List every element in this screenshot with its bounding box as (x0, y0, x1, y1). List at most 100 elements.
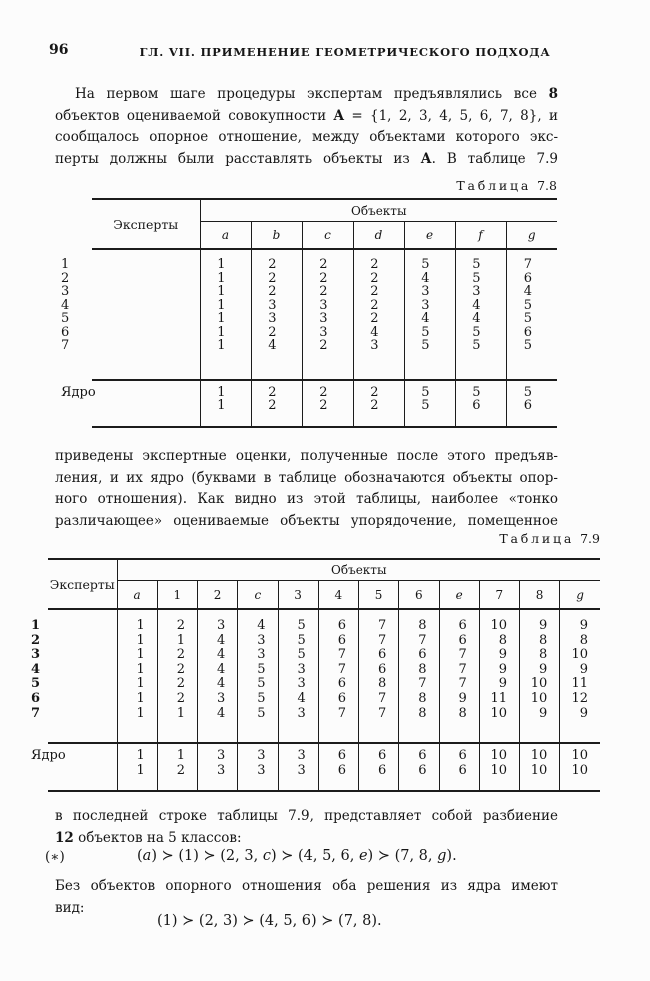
running-head: ГЛ. VII. ПРИМЕНЕНИЕ ГЕОМЕТРИЧЕСКОГО ПОДХ… (139, 45, 551, 59)
bold-segment: 8 (548, 86, 558, 102)
cell: 10 (518, 763, 560, 792)
row-label: 6 (61, 324, 70, 340)
row-label: 6 (31, 690, 41, 706)
cell: 1 (199, 339, 251, 380)
cell: 3 (301, 298, 353, 312)
cell: 2 (156, 763, 198, 792)
cell: 2 (156, 609, 198, 634)
column-header-5: 5 (357, 580, 399, 609)
cell: 7 (398, 633, 439, 649)
cell: 10 (518, 691, 560, 707)
cell: 2 (156, 662, 198, 678)
cell: 6 (398, 648, 439, 663)
text-line: 12 объектов на 5 классов: (55, 828, 558, 850)
cell: 6 (398, 743, 439, 764)
cell: 4 (403, 271, 455, 285)
objects-header: Объекты (199, 199, 557, 222)
cell: 8 (398, 706, 439, 744)
cell: 9 (478, 648, 520, 663)
column-header-7: 7 (478, 580, 520, 609)
experts-header: Эксперты (113, 216, 179, 232)
experts-header: Эксперты (49, 576, 115, 592)
cell: 1 (156, 633, 198, 649)
row-label: 3 (61, 284, 70, 299)
cell: 4 (403, 312, 455, 326)
cell: 3 (301, 312, 353, 326)
cell: 7 (317, 648, 359, 663)
cell: 6 (505, 325, 557, 339)
column-header-a: a (116, 580, 158, 609)
cell: 9 (559, 609, 600, 634)
cell: 5 (505, 379, 557, 399)
table-row: Ядро 1 1 3 3 3 6 6 6 6 10 10 10 (31, 743, 600, 764)
column-header-2: 2 (196, 580, 238, 609)
cell: 6 (438, 633, 480, 649)
cell: 5 (454, 271, 506, 285)
cell: 4 (196, 677, 238, 692)
cell: 6 (438, 743, 480, 764)
cell: 2 (352, 399, 404, 427)
cell: 4 (277, 691, 319, 707)
text-line: приведены экспертные оценки, полученные … (55, 446, 558, 468)
caption-number: 7.8 (537, 178, 557, 193)
cell: 10 (478, 763, 520, 792)
column-header-6: 6 (398, 580, 439, 609)
cell: 11 (478, 691, 520, 707)
caption-word: Таблица (456, 178, 532, 193)
equation-1: (a) ≻ (1) ≻ (2, 3, c) ≻ (4, 5, 6, e) ≻ (… (137, 848, 457, 864)
cell: 5 (454, 379, 506, 399)
table-7-9-body: 1 1 2 3 4 5 6 7 8 6 10 9 9 2 1 1 4 3 5 6 7 7 6 8 8 8 3 1 2 4 3 5 7 6 6 7 9 8 1… (31, 609, 600, 744)
text-segment: перты должны были расставлять объекты из (55, 150, 421, 167)
text-segment: . В таблице 7.9 (431, 150, 558, 167)
cell: 8 (438, 706, 480, 744)
cell: 6 (317, 763, 359, 792)
cell: 1 (199, 285, 251, 299)
cell: 4 (454, 312, 506, 326)
text-line: ления, и их ядро (буквами в таблице обоз… (55, 468, 558, 490)
text-line: в последней строке таблицы 7.9, представ… (55, 806, 558, 828)
cell: 10 (559, 743, 600, 764)
cell: 1 (199, 249, 251, 272)
cell: 5 (277, 633, 319, 649)
text-segment: ( (137, 848, 143, 864)
italic-segment: a (142, 848, 152, 864)
cell: 3 (196, 743, 238, 764)
row-label: 2 (61, 270, 70, 286)
cell: 2 (156, 648, 198, 663)
cell: 2 (156, 677, 198, 692)
column-header-1: 1 (156, 580, 198, 609)
cell: 6 (438, 609, 480, 634)
cell: 4 (250, 339, 302, 380)
row-label: 5 (31, 676, 41, 692)
text-line: объектов оцениваемой совокупности A = {1… (55, 106, 558, 128)
cell: 6 (357, 648, 399, 663)
text-line: различающее» оцениваемые объекты упорядо… (55, 511, 558, 533)
column-header-8: 8 (518, 580, 560, 609)
cell: 2 (352, 312, 404, 326)
text-segment: = {1, 2, 3, 4, 5, 6, 7, 8}, и (344, 107, 558, 124)
cell: 2 (301, 379, 353, 399)
cell: 1 (116, 633, 158, 649)
text-segment: ) ≻ (1) ≻ (2, 3, (151, 848, 263, 864)
text-segment: ления, и их ядро (буквами в таблице обоз… (55, 469, 558, 486)
text-segment: На первом шаге процедуры экспертам предъ… (75, 86, 549, 102)
cell: 3 (196, 609, 238, 634)
cell: 8 (357, 677, 399, 692)
cell: 7 (317, 662, 359, 678)
cell: 5 (277, 609, 319, 634)
column-header-g: g (559, 580, 600, 609)
cell: 3 (196, 691, 238, 707)
cell: 10 (559, 648, 600, 663)
paragraph-4: Без объектов опорного отношения оба реше… (55, 876, 558, 919)
cell: 10 (478, 743, 520, 764)
row-label: 4 (61, 297, 70, 313)
cell: 2 (250, 379, 302, 399)
cell: 2 (352, 379, 404, 399)
cell: 2 (250, 325, 302, 339)
cell: 8 (398, 609, 439, 634)
column-header-c: c (301, 221, 353, 249)
